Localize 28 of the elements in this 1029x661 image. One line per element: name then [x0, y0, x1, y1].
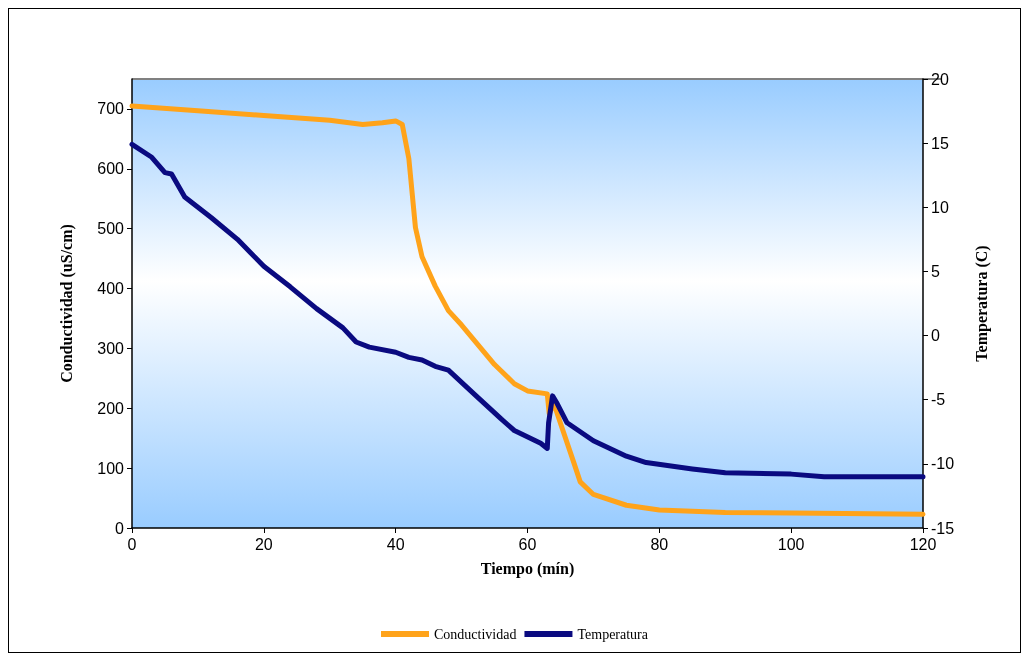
x-tick-label: 0	[127, 535, 137, 553]
y-tick-label: 0	[115, 519, 125, 537]
y2-tick-label: 0	[931, 327, 940, 345]
x-tick-label: 120	[909, 535, 937, 553]
y2-tick-label: -15	[931, 519, 955, 537]
x-tick-label: 20	[254, 535, 273, 553]
y-tick-label: 700	[97, 100, 125, 118]
legend-label: Conductividad	[434, 626, 517, 642]
y-tick-label: 600	[97, 160, 125, 178]
x-tick-label: 100	[777, 535, 805, 553]
y2-tick-label: 5	[931, 262, 940, 280]
y2-tick-label: 15	[931, 134, 949, 152]
y-tick-label: 400	[97, 280, 125, 298]
y-tick-label: 200	[97, 399, 125, 417]
y-axis-title: Conductividad (uS/cm)	[57, 224, 76, 383]
x-tick-label: 40	[386, 535, 405, 553]
legend-label: Temperatura	[577, 626, 649, 642]
y-tick-label: 300	[97, 339, 125, 357]
x-tick-label: 80	[650, 535, 669, 553]
y2-tick-label: 20	[931, 70, 949, 88]
y2-axis-title: Temperatura (C)	[972, 245, 991, 362]
y-tick-label: 500	[97, 220, 125, 238]
y2-tick-label: -5	[931, 391, 946, 409]
y2-tick-label: 10	[931, 198, 949, 216]
y-tick-label: 100	[97, 459, 125, 477]
x-axis-title: Tiempo (mín)	[480, 559, 575, 578]
x-tick-label: 60	[518, 535, 537, 553]
y2-tick-label: -10	[931, 455, 955, 473]
